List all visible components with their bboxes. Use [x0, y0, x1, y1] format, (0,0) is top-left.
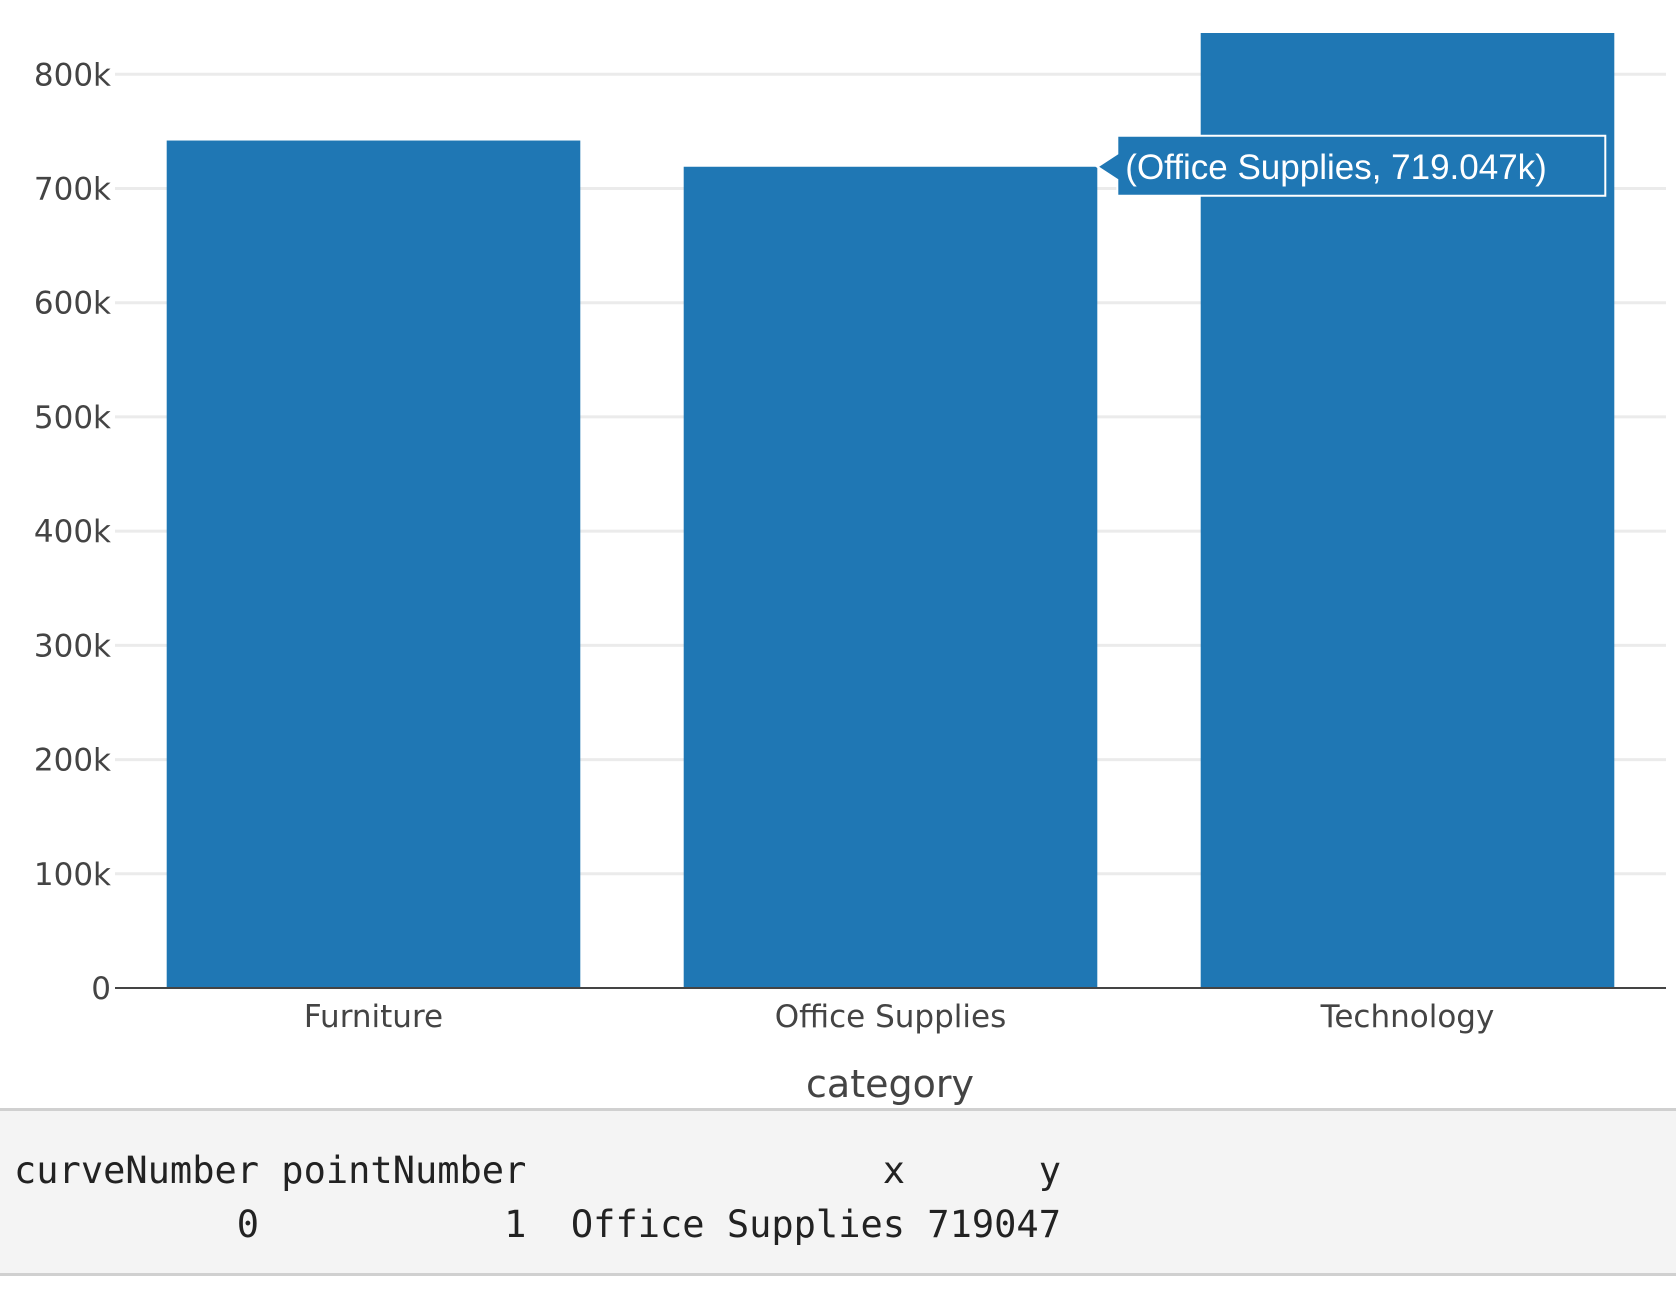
y-tick-label: 700k [34, 172, 111, 208]
x-axis-title: category [806, 1062, 974, 1106]
tooltip-label: (Office Supplies, 719.047k) [1125, 148, 1547, 187]
y-tick-label: 0 [91, 971, 111, 1007]
y-tick-label: 300k [34, 628, 111, 664]
hover-data-table: curveNumber pointNumber x y 0 1 Office S… [14, 1149, 1061, 1246]
y-tick-label: 200k [34, 743, 111, 779]
bar[interactable] [166, 140, 581, 988]
hover-data-output: curveNumber pointNumber x y 0 1 Office S… [0, 1108, 1676, 1276]
x-tick-label: Furniture [304, 999, 443, 1035]
y-tick-label: 800k [34, 57, 111, 93]
y-tick-label: 400k [34, 514, 111, 550]
x-tick-label: Technology [1320, 999, 1495, 1035]
tooltip-box [1095, 134, 1607, 197]
y-tick-labels: 0 100k 200k 300k 400k 500k 600k 700k 800k [34, 57, 111, 1007]
y-tick-label: 600k [34, 286, 111, 322]
x-tick-labels: Furniture Office Supplies Technology [304, 999, 1494, 1035]
hover-tooltip: (Office Supplies, 719.047k) [1095, 134, 1607, 197]
bar[interactable] [683, 166, 1098, 988]
bars [166, 33, 1615, 988]
y-tick-label: 100k [34, 857, 111, 893]
bar-chart: 0 100k 200k 300k 400k 500k 600k 700k 800k Furnit… [34, 33, 1666, 1106]
y-tick-label: 500k [34, 400, 111, 436]
x-tick-label: Office Supplies [775, 999, 1006, 1035]
